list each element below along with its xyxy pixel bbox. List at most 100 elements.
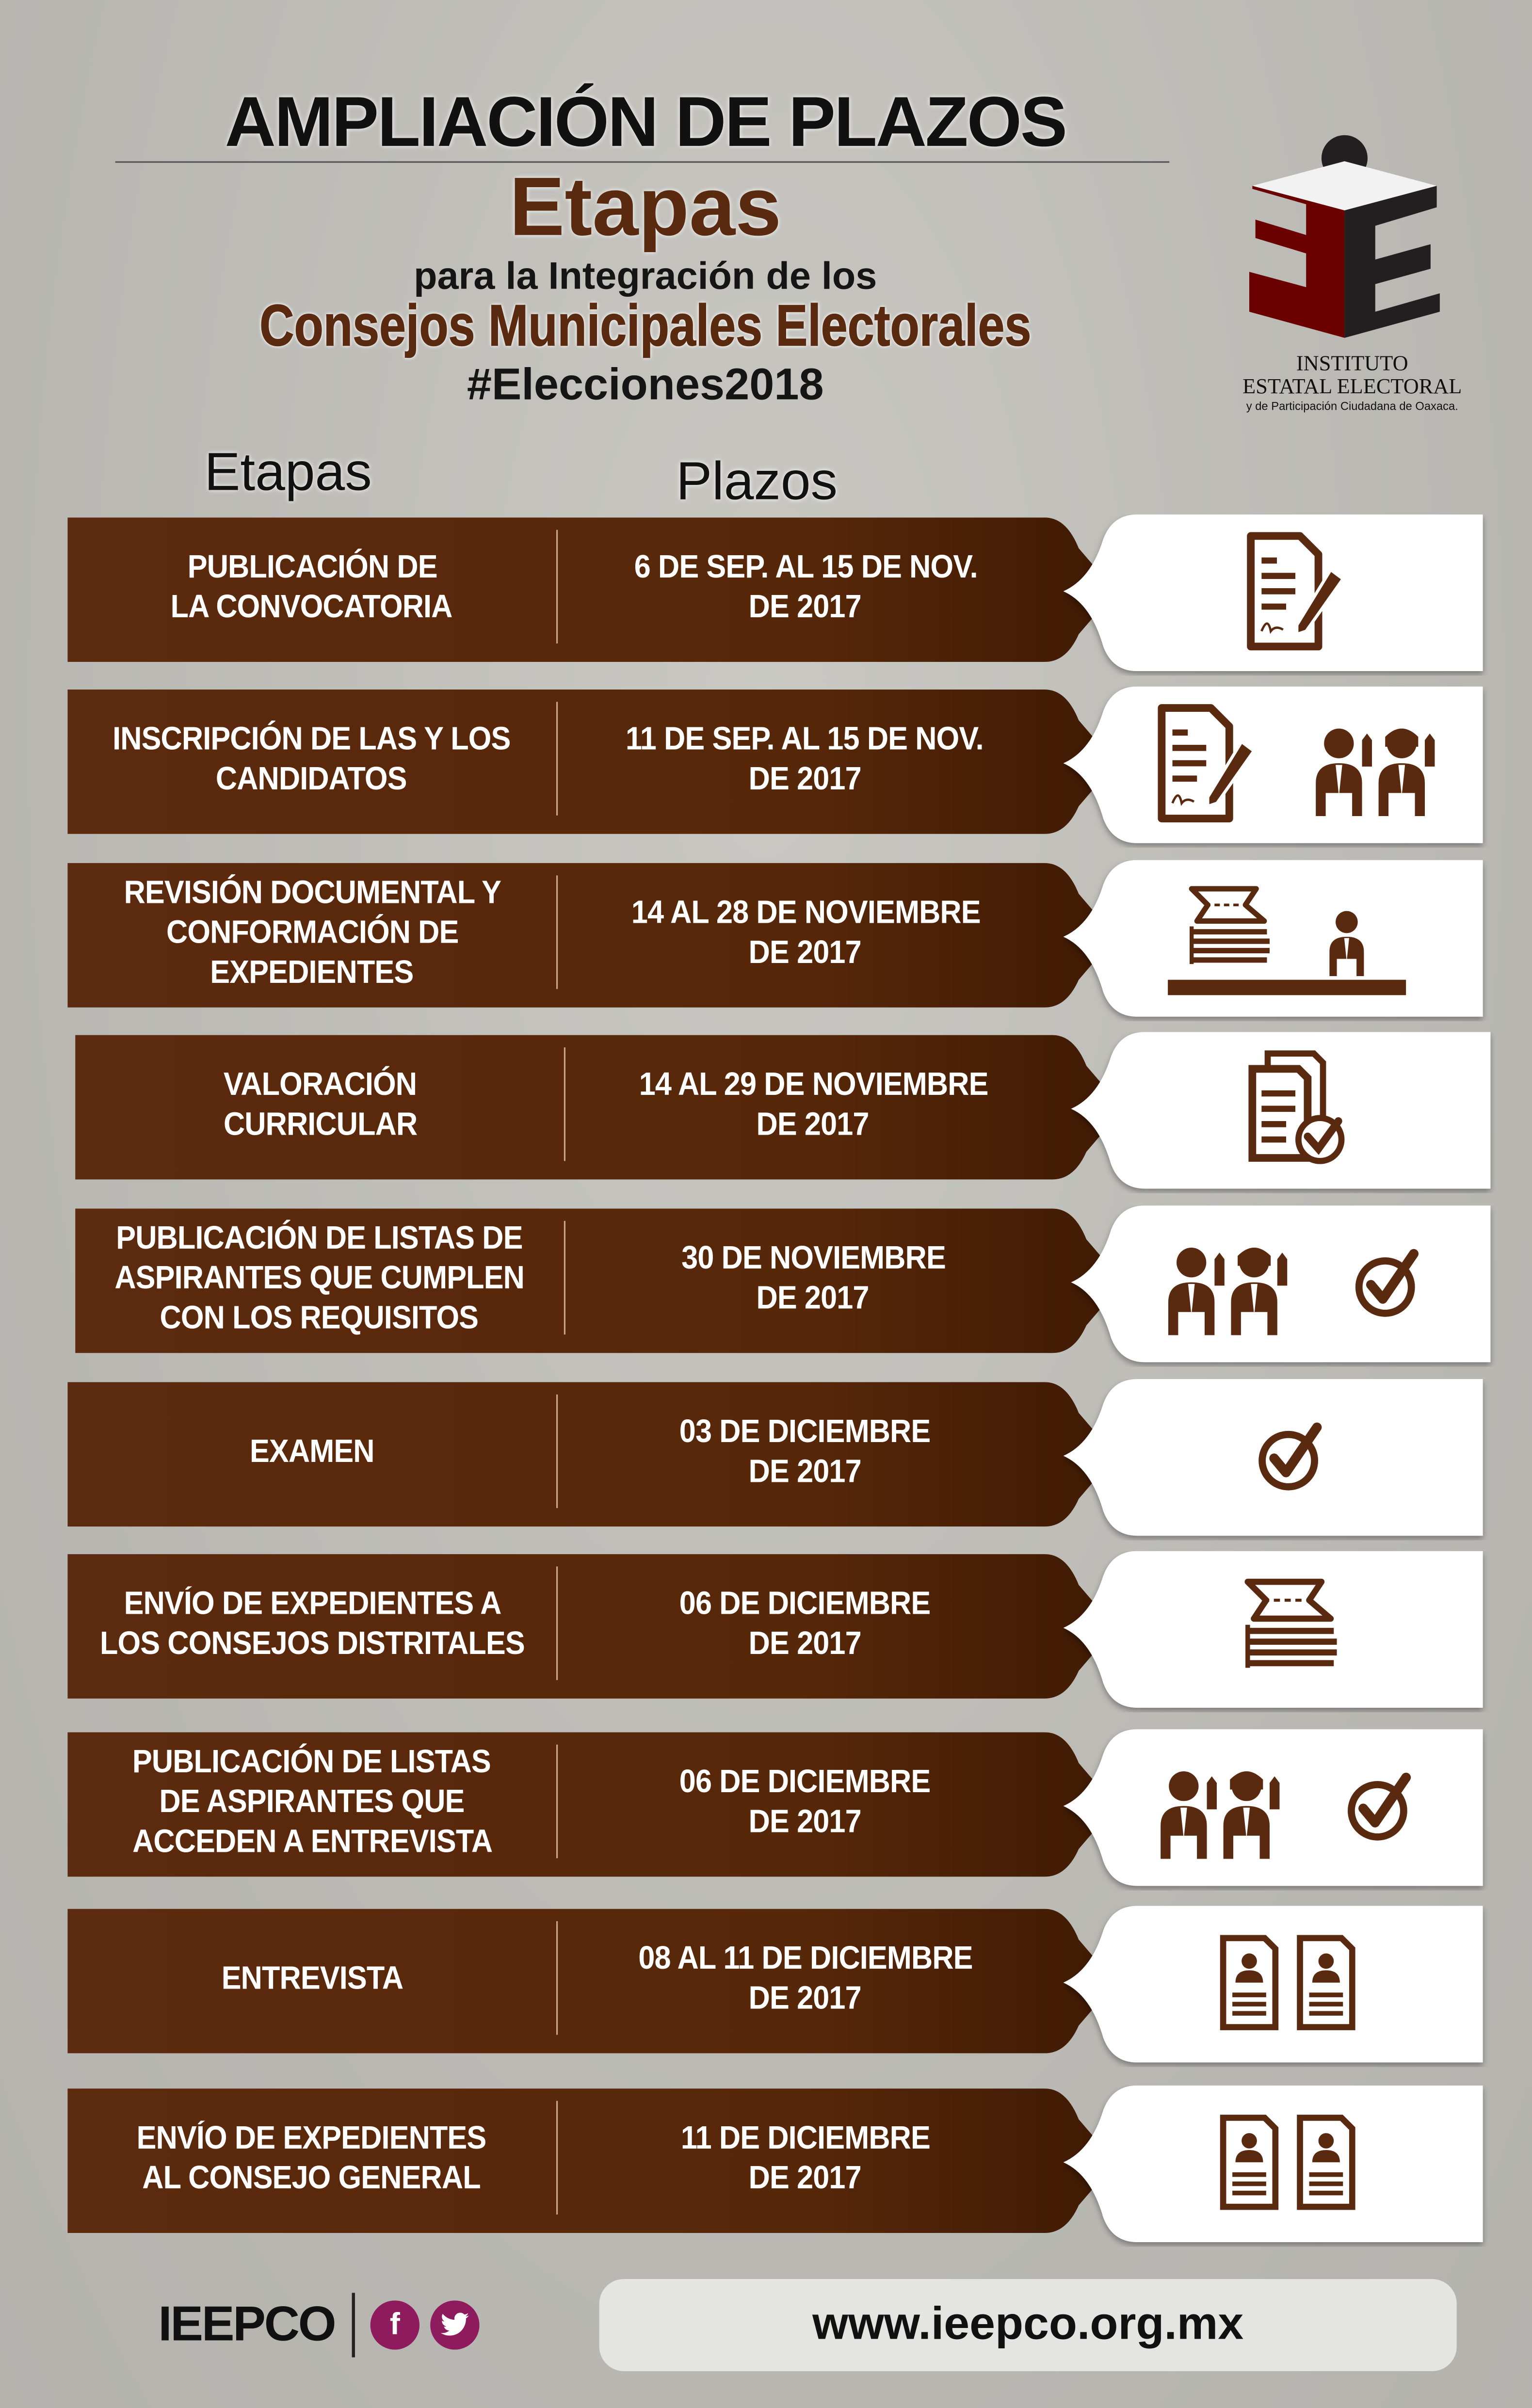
column-divider xyxy=(556,1394,558,1509)
twitter-icon[interactable] xyxy=(430,2300,480,2350)
stage-name-line: CANDIDATOS xyxy=(216,761,408,797)
stage-name: INSCRIPCIÓN DE LAS Y LOS CANDIDATOS xyxy=(67,687,556,834)
stage-deadline-line: DE 2017 xyxy=(757,1107,870,1143)
stage-deadline: 06 DE DICIEMBRE DE 2017 xyxy=(563,1551,1048,1699)
column-divider xyxy=(556,702,558,816)
stage-name: ENVÍO DE EXPEDIENTES A LOS CONSEJOS DISTR… xyxy=(67,1551,556,1699)
logo-line-1: INSTITUTO xyxy=(1296,351,1408,375)
stage-deadline: 11 DE DICIEMBRE DE 2017 xyxy=(563,2086,1048,2233)
facebook-icon[interactable]: f xyxy=(370,2300,420,2350)
stage-deadline-line: 08 AL 11 DE DICIEMBRE xyxy=(638,1941,973,1977)
stage-name-line: VALORACIÓN xyxy=(223,1067,417,1103)
stage-name-line: CON LOS REQUISITOS xyxy=(160,1300,479,1336)
stage-row: ENTREVISTA 08 AL 11 DE DICIEMBRE DE 2017 xyxy=(62,1906,1499,2067)
title-divider xyxy=(115,161,1170,163)
document-sign-icon xyxy=(1140,702,1263,824)
stage-name: ENTREVISTA xyxy=(67,1906,556,2053)
stage-name-line: EXPEDIENTES xyxy=(210,955,414,991)
stage-deadline: 08 AL 11 DE DICIEMBRE DE 2017 xyxy=(563,1906,1048,2053)
logo-line-3: y de Participación Ciudadana de Oaxaca. xyxy=(1246,400,1458,413)
stage-band xyxy=(67,1906,1483,2063)
hashtag: #Elecciones2018 xyxy=(467,361,824,410)
stage-name-line: DE ASPIRANTES QUE xyxy=(159,1784,465,1820)
stage-name: VALORACIÓN CURRICULAR xyxy=(75,1032,564,1179)
check-circle-icon xyxy=(1243,1408,1338,1503)
stage-row: PUBLICACIÓN DE LISTAS DE ASPIRANTES QUE AC… xyxy=(62,1729,1499,1891)
stage-row: ENVÍO DE EXPEDIENTES AL CONSEJO GENERAL 11… xyxy=(62,2085,1499,2247)
column-header-etapas: Etapas xyxy=(204,442,372,502)
check-circle-icon xyxy=(1340,1235,1435,1330)
stage-name-line: PUBLICACIÓN DE LISTAS DE xyxy=(116,1220,523,1256)
column-divider xyxy=(564,1220,566,1335)
stage-deadline: 14 AL 28 DE NOVIEMBRE DE 2017 xyxy=(563,860,1048,1008)
stage-deadline-line: DE 2017 xyxy=(749,2161,862,2196)
stage-name: PUBLICACIÓN DE LISTAS DE ASPIRANTES QUE AC… xyxy=(67,1729,556,1877)
column-header-plazos: Plazos xyxy=(676,451,838,512)
subtitle: Etapas xyxy=(509,161,782,254)
stage-row: REVISIÓN DOCUMENTAL Y CONFORMACIÓN DE EXPE… xyxy=(62,860,1499,1022)
stage-deadline-line: DE 2017 xyxy=(749,1626,862,1662)
stage-deadline-line: DE 2017 xyxy=(749,1454,862,1490)
footer-brand: IEEPCO xyxy=(158,2296,336,2351)
stage-name-line: ENVÍO DE EXPEDIENTES A xyxy=(123,1586,501,1622)
stage-name-line: ACCEDEN A ENTREVISTA xyxy=(132,1824,492,1860)
stage-deadline-line: 03 DE DICIEMBRE xyxy=(679,1414,931,1450)
papers-stack-icon xyxy=(1229,1566,1352,1689)
candidates-icon xyxy=(1161,1216,1293,1348)
stage-deadline-line: 30 DE NOVIEMBRE xyxy=(680,1241,946,1276)
stage-deadline-line: 11 DE DICIEMBRE xyxy=(680,2120,930,2156)
stage-name-line: PUBLICACIÓN DE xyxy=(187,549,437,585)
stage-name-line: REVISIÓN DOCUMENTAL Y xyxy=(123,875,500,911)
stage-icons xyxy=(1083,687,1483,840)
candidates-icon xyxy=(1154,1740,1286,1872)
stage-row: INSCRIPCIÓN DE LAS Y LOS CANDIDATOS 11 DE … xyxy=(62,686,1499,848)
stage-name-line: PUBLICACIÓN DE LISTAS xyxy=(132,1744,492,1780)
main-title: AMPLIACIÓN DE PLAZOS xyxy=(225,81,1067,161)
column-divider xyxy=(556,875,558,989)
stage-band xyxy=(67,860,1483,1017)
stage-icons xyxy=(1083,1729,1483,1883)
stage-name-line: EXAMEN xyxy=(249,1434,375,1470)
column-divider xyxy=(556,2101,558,2215)
stage-name-line: LA CONVOCATORIA xyxy=(171,590,453,626)
stage-deadline-line: DE 2017 xyxy=(749,590,862,626)
stage-name-line: ENTREVISTA xyxy=(221,1961,403,1997)
column-divider xyxy=(556,1744,558,1859)
stage-band xyxy=(67,686,1483,843)
stage-row: VALORACIÓN CURRICULAR 14 AL 29 DE NOVIEMBR… xyxy=(69,1032,1506,1193)
document-sign-icon xyxy=(1229,530,1352,653)
stage-deadline: 30 DE NOVIEMBRE DE 2017 xyxy=(570,1205,1056,1353)
cv-pair-icon xyxy=(1214,1929,1368,2037)
column-divider xyxy=(564,1047,566,1161)
stage-deadline-line: DE 2017 xyxy=(749,935,862,971)
column-divider xyxy=(556,1921,558,2035)
stage-icons xyxy=(1091,1205,1491,1359)
stage-name-line: AL CONSEJO GENERAL xyxy=(143,2161,481,2196)
column-divider xyxy=(556,1566,558,1680)
stage-name: PUBLICACIÓN DE LA CONVOCATORIA xyxy=(67,514,556,662)
stage-name-line: CONFORMACIÓN DE xyxy=(165,915,458,951)
stage-icons xyxy=(1083,1551,1483,1705)
stage-name: REVISIÓN DOCUMENTAL Y CONFORMACIÓN DE EXPE… xyxy=(67,860,556,1008)
stage-deadline: 14 AL 29 DE NOVIEMBRE DE 2017 xyxy=(570,1032,1056,1179)
stage-name: EXAMEN xyxy=(67,1379,556,1526)
stage-deadline-line: 14 AL 29 DE NOVIEMBRE xyxy=(638,1067,988,1103)
stage-name-line: LOS CONSEJOS DISTRITALES xyxy=(99,1626,525,1662)
stage-deadline-line: DE 2017 xyxy=(749,1981,862,2017)
stage-deadline: 03 DE DICIEMBRE DE 2017 xyxy=(563,1379,1048,1526)
stage-name-line: ENVÍO DE EXPEDIENTES xyxy=(137,2120,487,2156)
stage-name: PUBLICACIÓN DE LISTAS DE ASPIRANTES QUE C… xyxy=(75,1205,564,1353)
stage-name-line: CURRICULAR xyxy=(223,1107,417,1143)
ieepco-logo: INSTITUTO ESTATAL ELECTORAL y de Partici… xyxy=(1222,130,1483,422)
stage-deadline-line: DE 2017 xyxy=(749,761,862,797)
check-circle-icon xyxy=(1332,1758,1427,1853)
stage-deadline: 06 DE DICIEMBRE DE 2017 xyxy=(563,1729,1048,1877)
logo-line-2: ESTATAL ELECTORAL xyxy=(1242,374,1462,398)
stage-icons xyxy=(1083,2086,1483,2239)
stage-row: PUBLICACIÓN DE LISTAS DE ASPIRANTES QUE C… xyxy=(69,1205,1506,1367)
website-link[interactable]: www.ieepco.org.mx xyxy=(599,2279,1457,2372)
stage-deadline-line: 06 DE DICIEMBRE xyxy=(679,1586,931,1622)
stage-deadline-line: 6 DE SEP. AL 15 DE NOV. xyxy=(633,549,977,585)
column-divider xyxy=(556,530,558,644)
